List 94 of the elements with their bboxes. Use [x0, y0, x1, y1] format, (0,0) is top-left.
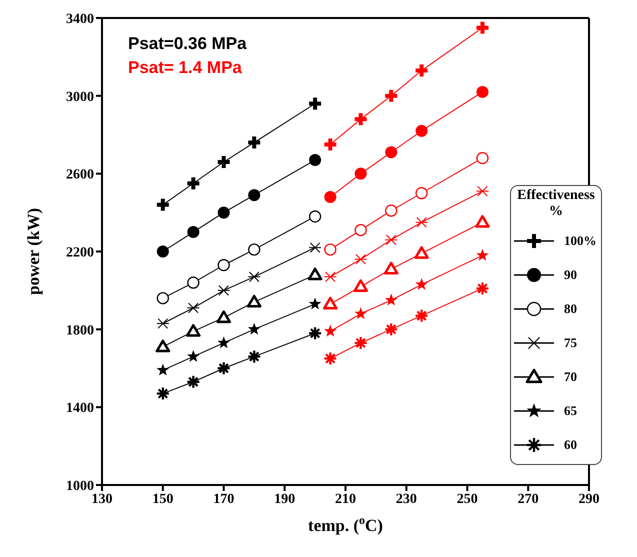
legend-label: 90 — [564, 267, 577, 283]
point — [354, 307, 367, 320]
point — [187, 276, 200, 289]
point — [216, 310, 231, 324]
point — [217, 285, 230, 296]
point — [156, 246, 169, 258]
point — [475, 215, 490, 228]
point — [476, 86, 488, 98]
legend-label: 80 — [564, 301, 577, 317]
x-tick-label: 250 — [456, 492, 478, 507]
point — [324, 324, 337, 337]
point — [324, 271, 337, 282]
point — [415, 187, 428, 200]
point — [186, 374, 200, 389]
point — [308, 326, 322, 340]
annotation: Psat=0.36 MPa — [128, 34, 248, 53]
point — [247, 349, 262, 364]
point — [474, 20, 490, 36]
point — [416, 124, 428, 137]
point — [246, 294, 262, 308]
y-axis-title: power (kW) — [24, 208, 44, 296]
x-tick-label: 290 — [578, 492, 600, 507]
point — [248, 189, 260, 202]
point — [308, 297, 322, 310]
y-tick-label: 2600 — [66, 168, 94, 183]
legend-label: 75 — [564, 335, 577, 351]
point — [187, 226, 200, 238]
point — [384, 322, 398, 336]
y-tick-label: 1400 — [66, 401, 94, 416]
y-tick-label: 3000 — [66, 90, 94, 105]
annotation: Psat= 1.4 MPa — [128, 58, 242, 77]
point — [352, 111, 369, 128]
x-axis-title: temp. ($^{o}$C) — [308, 513, 383, 535]
point — [324, 191, 336, 204]
point — [308, 268, 322, 280]
point — [248, 322, 260, 335]
point — [384, 262, 398, 274]
x-tick-label: 170 — [213, 492, 234, 507]
point — [415, 278, 428, 290]
point — [248, 243, 260, 256]
point — [384, 234, 398, 246]
legend-label: 70 — [564, 369, 577, 385]
point — [414, 246, 429, 259]
point — [218, 206, 230, 219]
point — [354, 224, 367, 236]
point — [309, 154, 322, 166]
x-tick-label: 210 — [335, 492, 356, 507]
point — [415, 217, 428, 228]
point — [476, 152, 489, 164]
point — [476, 248, 489, 261]
point — [323, 296, 338, 310]
point — [217, 336, 230, 348]
x-tick-label: 190 — [274, 492, 296, 507]
y-tick-label: 1000 — [66, 478, 94, 494]
point — [308, 242, 322, 253]
y-tick-label: 3400 — [66, 12, 94, 27]
point — [354, 336, 368, 350]
point — [187, 350, 200, 362]
legend-label: 100% — [564, 233, 596, 249]
legend-label: 60 — [564, 437, 577, 453]
point — [414, 308, 429, 323]
point — [307, 96, 324, 112]
x-tick-label: 150 — [152, 492, 174, 507]
point — [185, 175, 202, 192]
point — [354, 254, 368, 265]
point — [384, 294, 398, 306]
point — [385, 204, 398, 217]
point — [186, 302, 200, 314]
x-tick-label: 130 — [92, 492, 112, 507]
point — [248, 271, 261, 282]
x-tick-label: 230 — [396, 492, 417, 507]
point — [385, 146, 398, 158]
legend-title: Effectiveness % — [516, 188, 596, 220]
point — [156, 292, 169, 304]
point — [156, 364, 170, 376]
point — [156, 340, 170, 352]
y-tick-label: 1800 — [66, 323, 94, 338]
point — [476, 186, 489, 196]
legend-label: 65 — [564, 403, 577, 419]
point — [154, 196, 171, 213]
point — [186, 324, 201, 337]
point — [353, 279, 368, 292]
point — [475, 281, 490, 296]
point — [323, 351, 338, 366]
point — [324, 243, 336, 256]
x-tick-label: 270 — [518, 492, 539, 507]
y-tick-label: 2200 — [66, 245, 94, 260]
point — [156, 386, 170, 401]
point — [308, 210, 322, 223]
point — [383, 88, 400, 104]
point — [218, 259, 230, 272]
point — [354, 168, 367, 180]
point — [156, 318, 170, 329]
point — [216, 361, 231, 376]
